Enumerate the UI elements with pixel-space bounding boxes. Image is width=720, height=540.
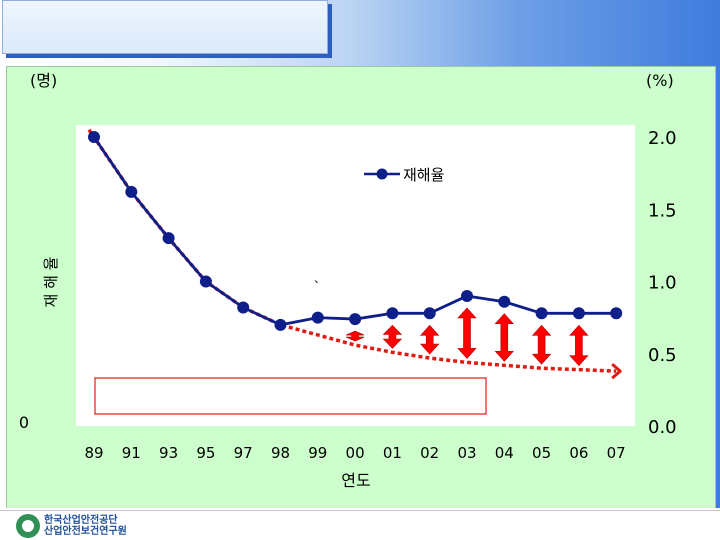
footer-divider: [0, 510, 720, 511]
data-point: [498, 295, 511, 308]
data-point: [199, 275, 212, 288]
data-point: [461, 289, 473, 302]
data-point: [572, 307, 585, 320]
legend-marker: [376, 168, 388, 180]
footer: [0, 508, 720, 540]
legend: 재해율: [364, 166, 444, 184]
logo-text-line1: 한국산업안전공단: [44, 515, 118, 526]
right-axis-tick: 1.0: [648, 273, 677, 294]
x-axis-tick: 99: [308, 444, 327, 462]
left-unit-label: (명): [30, 71, 57, 90]
x-axis-tick: 04: [495, 444, 514, 462]
left-axis-tick: 0: [19, 413, 29, 432]
x-axis-title: 연도: [341, 471, 370, 490]
x-axis-tick: 98: [271, 444, 290, 462]
left-axis-label: 재 해 율: [42, 257, 60, 308]
stray-mark: `: [314, 280, 321, 296]
data-point: [535, 307, 548, 320]
legend-series-label: 재해율: [403, 166, 444, 184]
data-point: [349, 313, 362, 326]
gap-double-arrow: [531, 324, 552, 365]
logo-text-block: 한국산업안전공단 산업안전보건연구원: [44, 515, 127, 537]
empty-annotation-box: [94, 377, 487, 415]
data-point: [88, 131, 100, 143]
right-axis-tick: 2.0: [648, 128, 677, 149]
data-point: [125, 185, 138, 198]
data-point: [386, 307, 399, 320]
x-axis-tick: 95: [196, 444, 215, 462]
x-axis-tick: 97: [234, 444, 253, 462]
right-unit-label: (%): [646, 71, 674, 90]
data-point: [610, 307, 623, 320]
x-axis-tick: 91: [122, 444, 141, 462]
gap-double-arrow: [345, 330, 365, 342]
data-point: [423, 307, 436, 320]
x-axis-tick: 02: [420, 444, 439, 462]
gap-double-arrow: [494, 313, 514, 362]
x-axis-tick: 89: [84, 444, 103, 462]
gap-double-arrow: [569, 324, 589, 367]
data-point: [237, 301, 250, 314]
slide-title-box: [2, 0, 328, 54]
x-axis-tick: 01: [383, 444, 402, 462]
organization-logo: 한국산업안전공단 산업안전보건연구원: [16, 514, 127, 538]
data-point: [162, 232, 175, 245]
kosha-logo-icon: [16, 514, 40, 538]
x-axis-tick: 06: [569, 444, 588, 462]
right-axis-tick: 0.5: [648, 345, 677, 366]
plot-area: [76, 125, 635, 426]
x-axis-tick: 93: [159, 444, 178, 462]
data-point: [274, 318, 287, 331]
gap-double-arrow: [457, 307, 477, 359]
gap-double-arrow: [382, 324, 403, 349]
x-axis-tick: 05: [532, 444, 551, 462]
data-point: [311, 311, 324, 324]
right-axis-tick: 1.5: [648, 200, 677, 221]
gap-double-arrow: [420, 324, 440, 355]
x-axis-tick: 03: [457, 444, 476, 462]
trend-arrowhead: [611, 362, 622, 380]
right-axis-tick: 0.0: [648, 417, 677, 438]
logo-text-line2: 산업안전보건연구원: [44, 526, 127, 537]
x-axis-tick: 07: [607, 444, 626, 462]
x-axis-tick: 00: [346, 444, 365, 462]
